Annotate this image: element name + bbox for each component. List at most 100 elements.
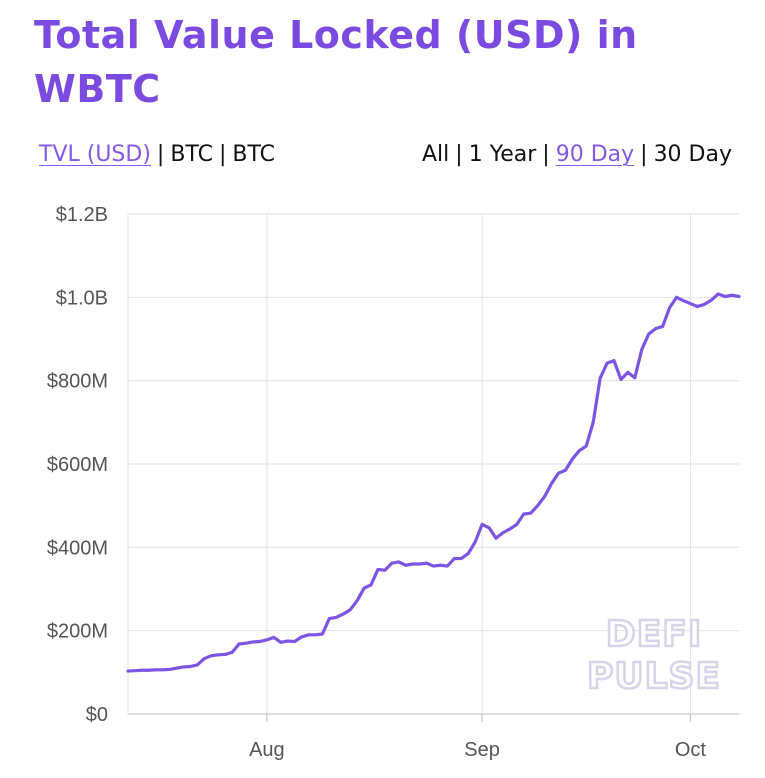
y-tick-label: $0 [86, 704, 108, 726]
separator: | [542, 142, 550, 167]
range-toggle: All | 1 Year | 90 Day | 30 Day [422, 142, 732, 167]
data-point [168, 668, 172, 671]
data-point [272, 635, 276, 639]
data-point [577, 449, 581, 453]
data-point [369, 583, 373, 587]
metric-option-btc[interactable]: BTC [170, 142, 213, 167]
data-point [626, 370, 630, 374]
data-point [383, 568, 387, 572]
data-point [564, 468, 567, 472]
data-point [202, 657, 206, 660]
data-point [154, 668, 158, 672]
data-point [286, 639, 290, 643]
data-point [702, 303, 706, 306]
data-point [439, 563, 442, 567]
data-point [425, 561, 428, 565]
data-point [189, 665, 192, 668]
data-point [647, 332, 651, 336]
data-point [557, 471, 560, 475]
separator: | [640, 142, 648, 167]
data-point [730, 293, 734, 297]
data-point [300, 635, 303, 639]
data-point [529, 511, 533, 515]
watermark-line-2: PULSE [587, 656, 721, 697]
x-tick-label: Oct [675, 739, 707, 761]
data-point [640, 348, 644, 351]
data-point [362, 586, 366, 590]
data-point [216, 653, 220, 657]
y-axis-ticks: $0 $200M $400M $600M $800M $1.0B $1.2B [47, 204, 108, 726]
data-point [445, 564, 449, 568]
data-point [682, 299, 685, 303]
data-point [321, 632, 324, 636]
data-point [251, 640, 255, 644]
data-point [501, 531, 505, 535]
data-point [487, 526, 491, 530]
data-point [515, 523, 519, 526]
data-point [390, 561, 394, 565]
data-point [258, 640, 262, 643]
chart-controls: TVL (USD) | BTC | BTC All | 1 Year | 90 Day | 30 D… [0, 142, 765, 172]
data-point [480, 523, 484, 526]
data-point [584, 444, 588, 448]
data-point [376, 568, 380, 571]
data-point [418, 562, 422, 566]
separator: | [455, 142, 463, 167]
data-point [689, 302, 692, 305]
data-point [133, 669, 137, 673]
tvl-line-chart: DEFI PULSE $0 $200M $400M $600M $800M $1.0B $1… [47, 204, 741, 761]
data-point [140, 668, 144, 672]
data-point [737, 295, 741, 298]
data-point [619, 378, 623, 381]
data-point [223, 653, 227, 656]
series-group [126, 292, 741, 673]
metric-option-tvl-usd[interactable]: TVL (USD) [39, 142, 151, 167]
data-point [570, 457, 574, 461]
defi-pulse-watermark: DEFI PULSE [586, 613, 722, 699]
data-point [293, 640, 297, 643]
data-point [355, 599, 359, 603]
data-point [209, 654, 213, 658]
data-point [230, 650, 234, 654]
chart-title: Total Value Locked (USD) in WBTC [34, 13, 638, 111]
data-point [661, 325, 665, 328]
range-option-30-day[interactable]: 30 Day [653, 142, 732, 167]
data-point [404, 563, 408, 567]
data-point [473, 540, 477, 544]
range-option-1-year[interactable]: 1 Year [468, 142, 537, 167]
watermark-line-1: DEFI [606, 614, 702, 655]
x-tick-label: Aug [249, 739, 285, 761]
y-tick-label: $200M [47, 621, 108, 643]
data-point [175, 666, 179, 670]
y-tick-label: $1.2B [56, 204, 108, 226]
chart-grid [127, 213, 739, 722]
data-point [307, 633, 310, 637]
data-point [494, 536, 498, 540]
data-point [605, 361, 609, 365]
data-point [598, 376, 602, 380]
data-point [341, 612, 345, 616]
y-tick-label: $400M [47, 537, 108, 559]
range-option-90-day[interactable]: 90 Day [555, 142, 635, 167]
metric-option-btc-2[interactable]: BTC [232, 142, 275, 167]
x-axis-ticks: Aug Sep Oct [249, 739, 706, 761]
data-point [196, 663, 199, 667]
data-point [147, 668, 151, 672]
y-tick-label: $600M [47, 454, 108, 476]
data-point [536, 504, 540, 508]
data-point [668, 306, 671, 310]
data-point [327, 617, 331, 620]
data-point [723, 295, 727, 298]
data-point [716, 292, 720, 296]
separator: | [218, 142, 227, 167]
range-option-all[interactable]: All [422, 142, 450, 167]
data-point [633, 376, 637, 380]
data-point [466, 552, 470, 555]
data-point [314, 633, 317, 637]
x-tick-label: Sep [464, 739, 500, 761]
data-point [265, 638, 269, 642]
data-point [237, 642, 241, 646]
data-point [244, 641, 248, 645]
data-point [411, 562, 415, 566]
data-point [675, 295, 678, 299]
